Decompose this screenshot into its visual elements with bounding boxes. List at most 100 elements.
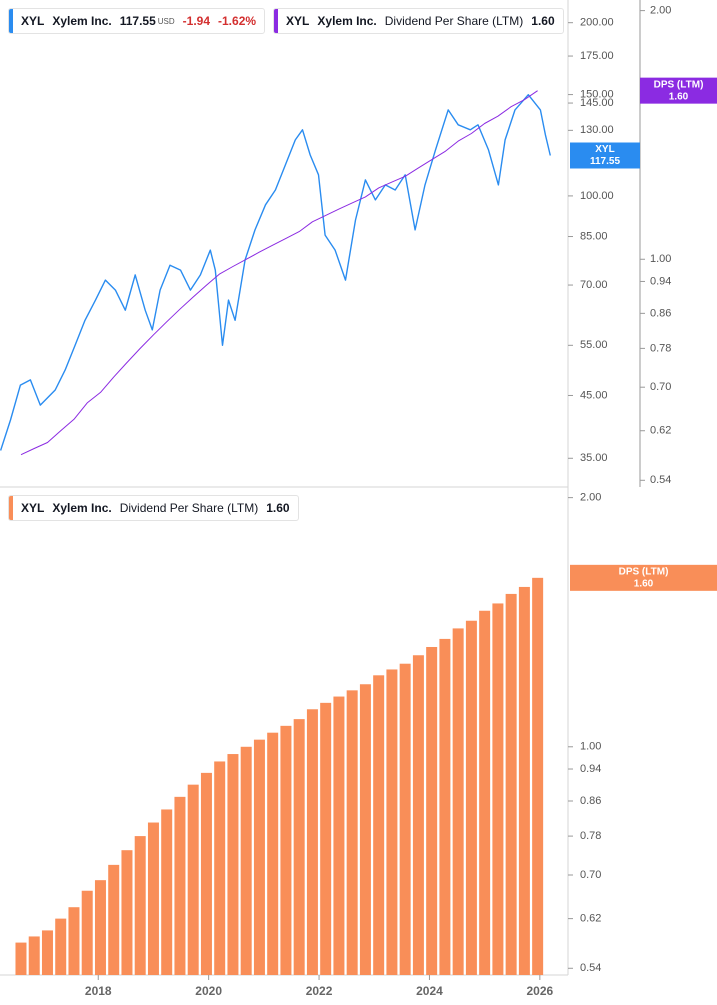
price-tag (570, 142, 640, 169)
y-tick-label: 2.00 (580, 492, 601, 504)
bar (532, 577, 544, 975)
price-tag (570, 564, 717, 591)
y2-tick-label: 2.00 (650, 5, 671, 17)
legend-value: 1.60 (266, 501, 290, 515)
bar (253, 739, 265, 975)
bar (147, 822, 159, 975)
price-tag-name: DPS (LTM) (654, 79, 704, 90)
bar (452, 628, 464, 975)
price-tag-name: XYL (595, 144, 614, 155)
y-tick-label: 85.00 (580, 230, 608, 242)
price-tag (640, 77, 717, 104)
bar (187, 784, 199, 975)
bar (386, 669, 398, 975)
legend-metric: Dividend Per Share (LTM) (384, 14, 524, 28)
price-tag-name: DPS (LTM) (619, 566, 669, 577)
legend-ticker: XYL (286, 14, 310, 28)
legend-name: Xylem Inc. (52, 14, 112, 28)
y-tick-label: 0.78 (580, 830, 601, 842)
bar (399, 663, 411, 975)
price-tag-value: 117.55 (590, 156, 620, 167)
y2-tick-label: 0.78 (650, 342, 671, 354)
y-tick-label: 0.94 (580, 763, 601, 775)
y-tick-label: 130.00 (580, 124, 614, 136)
y-tick-label: 55.00 (580, 339, 608, 351)
bar (426, 646, 438, 975)
series-line (0, 94, 551, 451)
y-tick-label: 150.00 (580, 88, 614, 100)
y-tick-label: 1.00 (580, 741, 601, 753)
legend-metric: Dividend Per Share (LTM) (119, 501, 259, 515)
bar (267, 732, 279, 975)
legend-currency: USD (157, 16, 175, 26)
bar (68, 907, 80, 975)
bar (41, 930, 53, 975)
y2-tick-label: 0.62 (650, 425, 671, 437)
legend-ticker: XYL (21, 14, 45, 28)
legend-swatch (274, 9, 279, 33)
bar (81, 890, 93, 975)
bar (479, 610, 491, 975)
x-tick-label: 2022 (306, 984, 333, 998)
bar (505, 593, 517, 975)
bar (108, 864, 120, 975)
bar (280, 725, 292, 975)
bar (359, 684, 371, 975)
y2-tick-label: 0.94 (650, 275, 671, 287)
legend-ticker: XYL (21, 501, 45, 515)
x-tick-label: 2024 (416, 984, 443, 998)
bar (121, 850, 133, 975)
x-tick-label: 2026 (526, 984, 553, 998)
price-tag-value: 1.60 (634, 578, 654, 589)
x-tick-label: 2018 (85, 984, 112, 998)
bar (174, 796, 186, 975)
bar (28, 936, 40, 975)
y-tick-label: 0.70 (580, 869, 601, 881)
y2-tick-label: 0.86 (650, 307, 671, 319)
bar (439, 638, 451, 975)
y-tick-label: 0.62 (580, 913, 601, 925)
bar (94, 880, 106, 975)
bar (214, 761, 226, 975)
bar (15, 942, 27, 975)
y-tick-label: 100.00 (580, 190, 614, 202)
y-tick-label: 0.54 (580, 962, 601, 974)
y2-tick-label: 1.00 (650, 253, 671, 265)
bar (492, 603, 504, 975)
legend-name: Xylem Inc. (52, 501, 112, 515)
bar (333, 696, 345, 975)
y-tick-label: 175.00 (580, 50, 614, 62)
legend-value: 117.55 (119, 14, 156, 28)
legend-value: 1.60 (531, 14, 555, 28)
y-tick-label: 145.00 (580, 97, 614, 109)
x-tick-label: 2020 (195, 984, 222, 998)
legend-item: XYL Xylem Inc. 117.55 USD -1.94 -1.62% (8, 8, 266, 34)
bar (55, 918, 67, 975)
bar (412, 655, 424, 975)
legend-swatch (9, 9, 13, 33)
y-tick-label: 70.00 (580, 279, 608, 291)
y-tick-label: 45.00 (580, 389, 608, 401)
legend-name: Xylem Inc. (317, 14, 377, 28)
legend-item: XYL Xylem Inc. Dividend Per Share (LTM) 1.6… (273, 8, 564, 34)
y-tick-label: 0.86 (580, 795, 601, 807)
bar (240, 746, 252, 975)
y2-tick-label: 0.54 (650, 474, 671, 486)
bar (293, 719, 305, 975)
y2-tick-label: 0.70 (650, 381, 671, 393)
bar (134, 836, 146, 975)
legend-change: -1.94 (182, 14, 211, 28)
bar (518, 586, 530, 975)
legend-change-pct: -1.62% (218, 14, 257, 28)
bar (200, 772, 212, 975)
series-line (20, 90, 538, 456)
y-tick-label: 200.00 (580, 17, 614, 29)
bar (346, 690, 358, 975)
bar (465, 620, 477, 975)
legend-item: XYL Xylem Inc. Dividend Per Share (LTM) 1.6… (8, 495, 299, 521)
bar (227, 754, 239, 975)
bar (306, 709, 318, 975)
price-tag-value: 1.60 (669, 91, 689, 102)
